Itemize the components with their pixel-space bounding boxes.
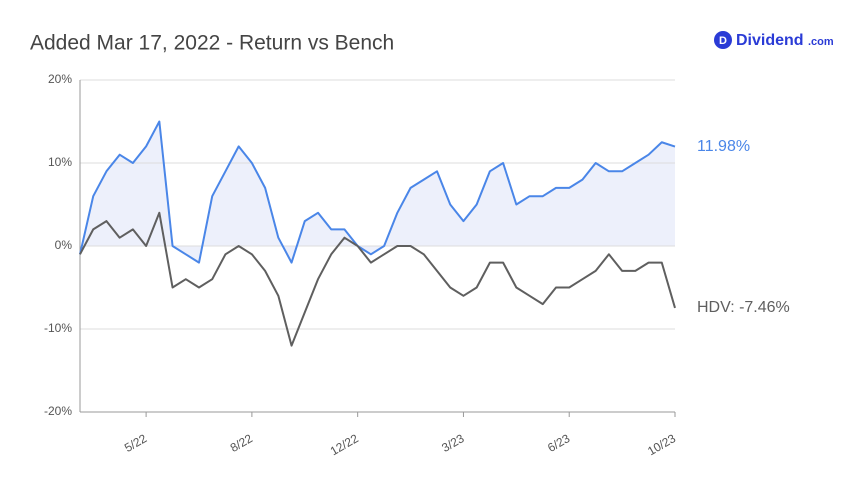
logo-icon-circle [714,31,732,49]
y-tick-label: -10% [44,321,72,335]
series-line [79,211,676,347]
x-tick-label: 5/22 [122,431,150,455]
y-tick-label: -20% [44,404,72,418]
x-tick-label: 12/22 [328,431,361,458]
chart-title: Added Mar 17, 2022 - Return vs Bench [30,32,394,55]
y-tick-label: 0% [55,238,73,252]
x-tick-label: 8/22 [228,431,256,455]
end-label: HDV: -7.46% [697,299,790,316]
series-line [79,120,676,264]
end-label: 11.98% [697,138,750,155]
logo-icon: D [719,35,727,47]
x-tick-label: 10/23 [645,431,678,458]
logo: D Dividend .com [714,31,834,49]
y-tick-label: 10% [48,155,72,169]
logo-name: Dividend [736,32,804,49]
y-tick-label: 20% [48,72,72,86]
x-tick-label: 6/23 [545,431,573,455]
logo-suffix: .com [808,36,834,48]
x-tick-label: 3/23 [439,431,467,455]
area [80,121,675,263]
